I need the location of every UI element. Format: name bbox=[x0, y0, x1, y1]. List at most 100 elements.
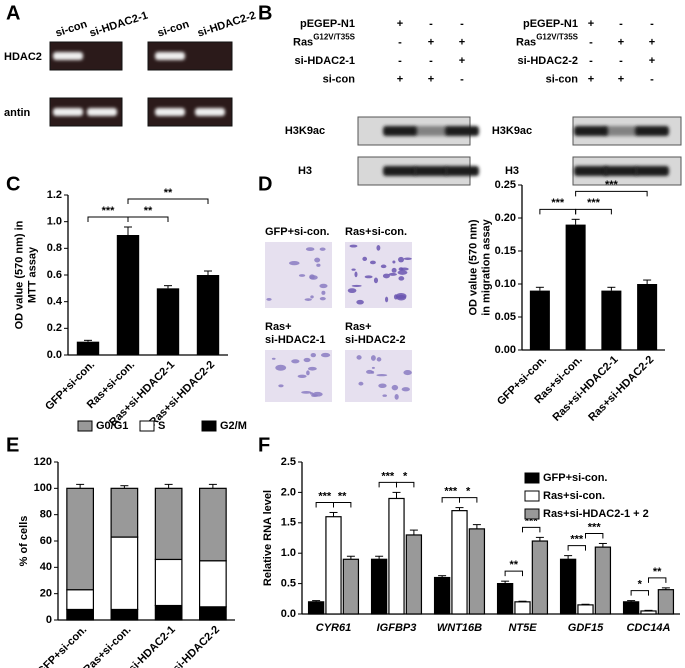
bar bbox=[451, 510, 468, 615]
significance-label: ** bbox=[144, 205, 153, 217]
cell bbox=[373, 277, 379, 284]
x-tick-label: NT5E bbox=[508, 622, 537, 634]
bar-segment bbox=[154, 604, 183, 621]
bar bbox=[559, 558, 577, 615]
bar bbox=[657, 589, 675, 615]
significance-label: ** bbox=[653, 566, 662, 578]
significance-bracket bbox=[459, 497, 478, 503]
bar bbox=[514, 601, 531, 615]
cell bbox=[298, 274, 306, 277]
blot-band bbox=[414, 126, 448, 136]
y-tick-label: 0.5 bbox=[281, 578, 296, 590]
y-tick-label: 0 bbox=[46, 614, 52, 626]
y-tick-label: 40 bbox=[40, 561, 52, 573]
blot-band bbox=[604, 126, 638, 136]
bar-segment bbox=[66, 608, 94, 621]
panel-letter: A bbox=[6, 2, 20, 24]
x-tick-label: GFP+si-con. bbox=[35, 624, 89, 668]
condition-mark: + bbox=[459, 36, 465, 48]
condition-mark: - bbox=[619, 55, 623, 67]
y-axis-label: % of cells bbox=[18, 516, 30, 567]
gel-band bbox=[87, 108, 117, 116]
cell bbox=[398, 256, 405, 263]
cell bbox=[297, 374, 307, 379]
bar bbox=[405, 534, 423, 615]
condition-mark: - bbox=[589, 55, 593, 67]
cell bbox=[266, 297, 272, 301]
cell bbox=[319, 247, 326, 251]
x-tick-label: CYR61 bbox=[316, 622, 351, 634]
micrograph-label: GFP+si-con. bbox=[265, 226, 330, 238]
condition-label: RasG12V/T35S bbox=[516, 33, 579, 49]
significance-bracket bbox=[87, 216, 129, 222]
significance-bracket bbox=[575, 208, 612, 215]
condition-label: si-HDAC2-2 bbox=[517, 55, 578, 67]
bar-segment bbox=[199, 560, 227, 608]
x-tick-label: WNT16B bbox=[437, 622, 482, 634]
blot-band bbox=[383, 126, 417, 136]
condition-mark: - bbox=[460, 73, 464, 85]
y-tick-label: 100 bbox=[34, 482, 52, 494]
cell bbox=[378, 383, 387, 389]
significance-bracket bbox=[127, 216, 169, 222]
cell bbox=[376, 357, 382, 362]
y-tick-label: 1.0 bbox=[281, 547, 296, 559]
x-tick-label: CDC14A bbox=[626, 622, 670, 634]
cell bbox=[307, 366, 317, 371]
significance-label: *** bbox=[605, 179, 619, 191]
y-tick-label: 0.0 bbox=[281, 608, 296, 620]
bar-segment bbox=[199, 606, 227, 621]
blot-label: H3K9ac bbox=[492, 125, 532, 137]
panel-letter: E bbox=[6, 434, 19, 456]
blot-band bbox=[414, 166, 448, 176]
y-tick-label: 0.20 bbox=[495, 212, 516, 224]
bar bbox=[594, 546, 612, 615]
cell bbox=[401, 387, 410, 392]
cell bbox=[358, 381, 364, 386]
y-tick-label: 120 bbox=[34, 456, 52, 468]
cell bbox=[384, 296, 389, 303]
condition-mark: - bbox=[429, 55, 433, 67]
gel-band bbox=[53, 108, 83, 116]
y-tick-label: 1.5 bbox=[281, 517, 296, 529]
bar bbox=[325, 516, 342, 615]
cell bbox=[382, 394, 387, 397]
condition-mark: + bbox=[459, 55, 465, 67]
cell bbox=[395, 293, 407, 299]
cell bbox=[306, 370, 310, 376]
cell bbox=[356, 299, 364, 305]
cell bbox=[362, 256, 368, 262]
blot-label: H3 bbox=[505, 165, 519, 177]
condition-mark: - bbox=[429, 18, 433, 30]
cell bbox=[380, 264, 387, 269]
condition-label: si-con bbox=[323, 73, 356, 85]
blot-band bbox=[635, 126, 669, 136]
x-tick-label: GDF15 bbox=[568, 622, 604, 634]
bar-segment bbox=[66, 589, 94, 611]
blot-label: H3K9ac bbox=[285, 125, 325, 137]
y-tick-label: 0.10 bbox=[495, 278, 516, 290]
y-tick-label: 20 bbox=[40, 588, 52, 600]
bar bbox=[565, 224, 586, 350]
significance-label: * bbox=[466, 486, 471, 498]
x-tick-label: Ras+si-HDAC2-2 bbox=[586, 354, 656, 424]
cell bbox=[301, 390, 312, 394]
legend-label: G2/M bbox=[220, 420, 247, 432]
x-tick-label: Ras+si-HDAC2-1 bbox=[550, 354, 620, 424]
condition-name: si-con bbox=[323, 73, 356, 85]
condition-label: pEGEP-N1 bbox=[300, 18, 355, 30]
cell bbox=[376, 373, 388, 377]
y-axis-label: OD value (570 nm) bbox=[467, 219, 479, 315]
condition-label: si-HDAC2-1 bbox=[294, 55, 355, 67]
cell bbox=[398, 276, 405, 281]
legend-label: Ras+si-con. bbox=[543, 490, 605, 502]
cell bbox=[364, 275, 373, 279]
condition-mark: + bbox=[428, 73, 434, 85]
significance-bracket bbox=[396, 481, 415, 488]
y-tick-label: 0.6 bbox=[47, 269, 62, 281]
significance-label: ** bbox=[338, 490, 347, 502]
micrograph-label: Ras+ bbox=[265, 321, 292, 333]
condition-mark: - bbox=[398, 36, 402, 48]
bar bbox=[468, 528, 486, 615]
row-label: HDAC2 bbox=[4, 51, 42, 63]
